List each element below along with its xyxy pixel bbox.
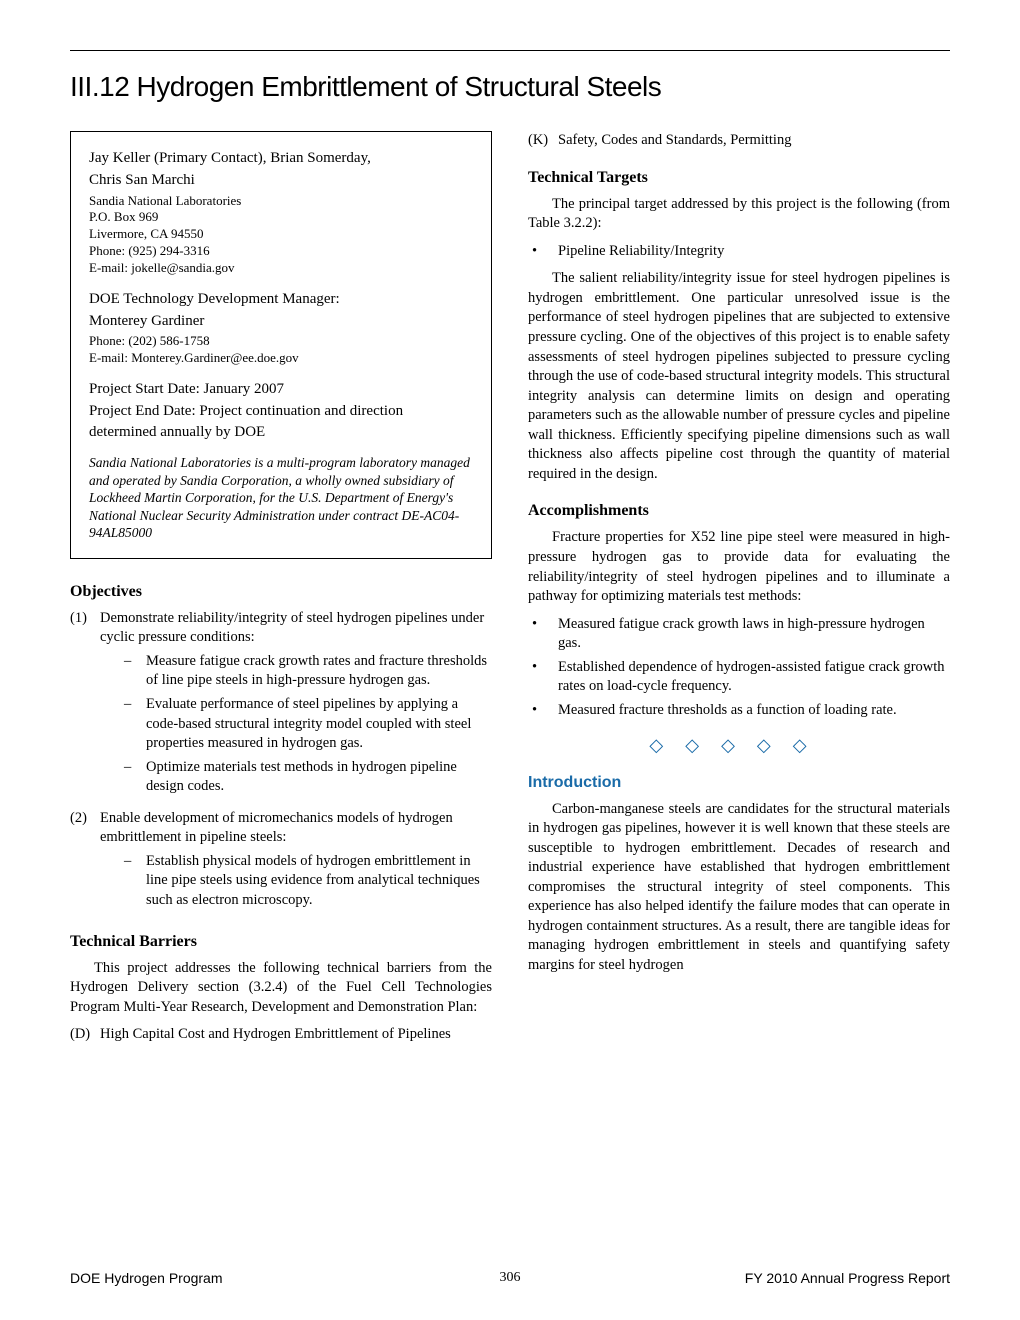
- two-column-layout: Jay Keller (Primary Contact), Brian Some…: [70, 131, 950, 1053]
- barriers-list-cont: (K) Safety, Codes and Standards, Permitt…: [528, 131, 950, 151]
- list-item: Evaluate performance of steel pipelines …: [124, 695, 492, 754]
- contact-info-box: Jay Keller (Primary Contact), Brian Some…: [70, 131, 492, 559]
- list-item: (1) Demonstrate reliability/integrity of…: [70, 609, 492, 801]
- address-line: P.O. Box 969: [89, 209, 473, 226]
- accomplishments-bullets: Measured fatigue crack growth laws in hi…: [528, 615, 950, 721]
- address-line: Livermore, CA 94550: [89, 226, 473, 243]
- barriers-list: (D) High Capital Cost and Hydrogen Embri…: [70, 1025, 492, 1045]
- item-label: (D): [70, 1025, 100, 1045]
- list-item: Measure fatigue crack growth rates and f…: [124, 652, 492, 691]
- list-item: (K) Safety, Codes and Standards, Permitt…: [528, 131, 950, 151]
- item-number: (1): [70, 609, 100, 801]
- manager-name: Monterey Gardiner: [89, 311, 473, 331]
- item-text: Enable development of micromechanics mod…: [100, 810, 453, 846]
- sub-list: Measure fatigue crack growth rates and f…: [124, 652, 492, 797]
- manager-title: DOE Technology Development Manager:: [89, 289, 473, 309]
- project-end: Project End Date: Project continuation a…: [89, 401, 473, 442]
- item-text: High Capital Cost and Hydrogen Embrittle…: [100, 1025, 492, 1045]
- left-column: Jay Keller (Primary Contact), Brian Some…: [70, 131, 492, 1053]
- introduction-paragraph: Carbon-manganese steels are candidates f…: [528, 800, 950, 976]
- targets-intro: The principal target addressed by this p…: [528, 195, 950, 234]
- phone-line: Phone: (925) 294-3316: [89, 243, 473, 260]
- list-item: Optimize materials test methods in hydro…: [124, 758, 492, 797]
- list-item: Measured fatigue crack growth laws in hi…: [528, 615, 950, 654]
- footer-page-number: 306: [70, 1270, 950, 1286]
- list-item: (2) Enable development of micromechanics…: [70, 809, 492, 915]
- list-item: Establish physical models of hydrogen em…: [124, 852, 492, 911]
- manager-email: E-mail: Monterey.Gardiner@ee.doe.gov: [89, 350, 473, 367]
- barriers-intro: This project addresses the following tec…: [70, 959, 492, 1018]
- objectives-heading: Objectives: [70, 583, 492, 601]
- item-label: (K): [528, 131, 558, 151]
- accomplishments-intro: Fracture properties for X52 line pipe st…: [528, 528, 950, 606]
- sub-list: Establish physical models of hydrogen em…: [124, 852, 492, 911]
- item-text: Demonstrate reliability/integrity of ste…: [100, 610, 484, 646]
- item-text: Safety, Codes and Standards, Permitting: [558, 131, 950, 151]
- accomplishments-heading: Accomplishments: [528, 502, 950, 520]
- project-start: Project Start Date: January 2007: [89, 379, 473, 399]
- page-title: III.12 Hydrogen Embrittlement of Structu…: [70, 71, 950, 103]
- manager-phone: Phone: (202) 586-1758: [89, 333, 473, 350]
- authors-line: Chris San Marchi: [89, 170, 473, 190]
- top-rule: [70, 50, 950, 51]
- list-item: Measured fracture thresholds as a functi…: [528, 701, 950, 721]
- page-footer: DOE Hydrogen Program 306 FY 2010 Annual …: [70, 1270, 950, 1286]
- diamond-separator: ◇◇◇◇◇: [528, 735, 950, 756]
- item-number: (2): [70, 809, 100, 915]
- list-item: (D) High Capital Cost and Hydrogen Embri…: [70, 1025, 492, 1045]
- list-item: Established dependence of hydrogen-assis…: [528, 658, 950, 697]
- organization: Sandia National Laboratories: [89, 193, 473, 210]
- targets-heading: Technical Targets: [528, 169, 950, 187]
- right-column: (K) Safety, Codes and Standards, Permitt…: [528, 131, 950, 1053]
- authors-line: Jay Keller (Primary Contact), Brian Some…: [89, 148, 473, 168]
- objectives-list: (1) Demonstrate reliability/integrity of…: [70, 609, 492, 915]
- disclaimer-text: Sandia National Laboratories is a multi-…: [89, 454, 473, 542]
- targets-paragraph: The salient reliability/integrity issue …: [528, 269, 950, 484]
- barriers-heading: Technical Barriers: [70, 933, 492, 951]
- email-line: E-mail: jokelle@sandia.gov: [89, 260, 473, 277]
- list-item: Pipeline Reliability/Integrity: [528, 242, 950, 262]
- targets-bullets: Pipeline Reliability/Integrity: [528, 242, 950, 262]
- introduction-heading: Introduction: [528, 774, 950, 792]
